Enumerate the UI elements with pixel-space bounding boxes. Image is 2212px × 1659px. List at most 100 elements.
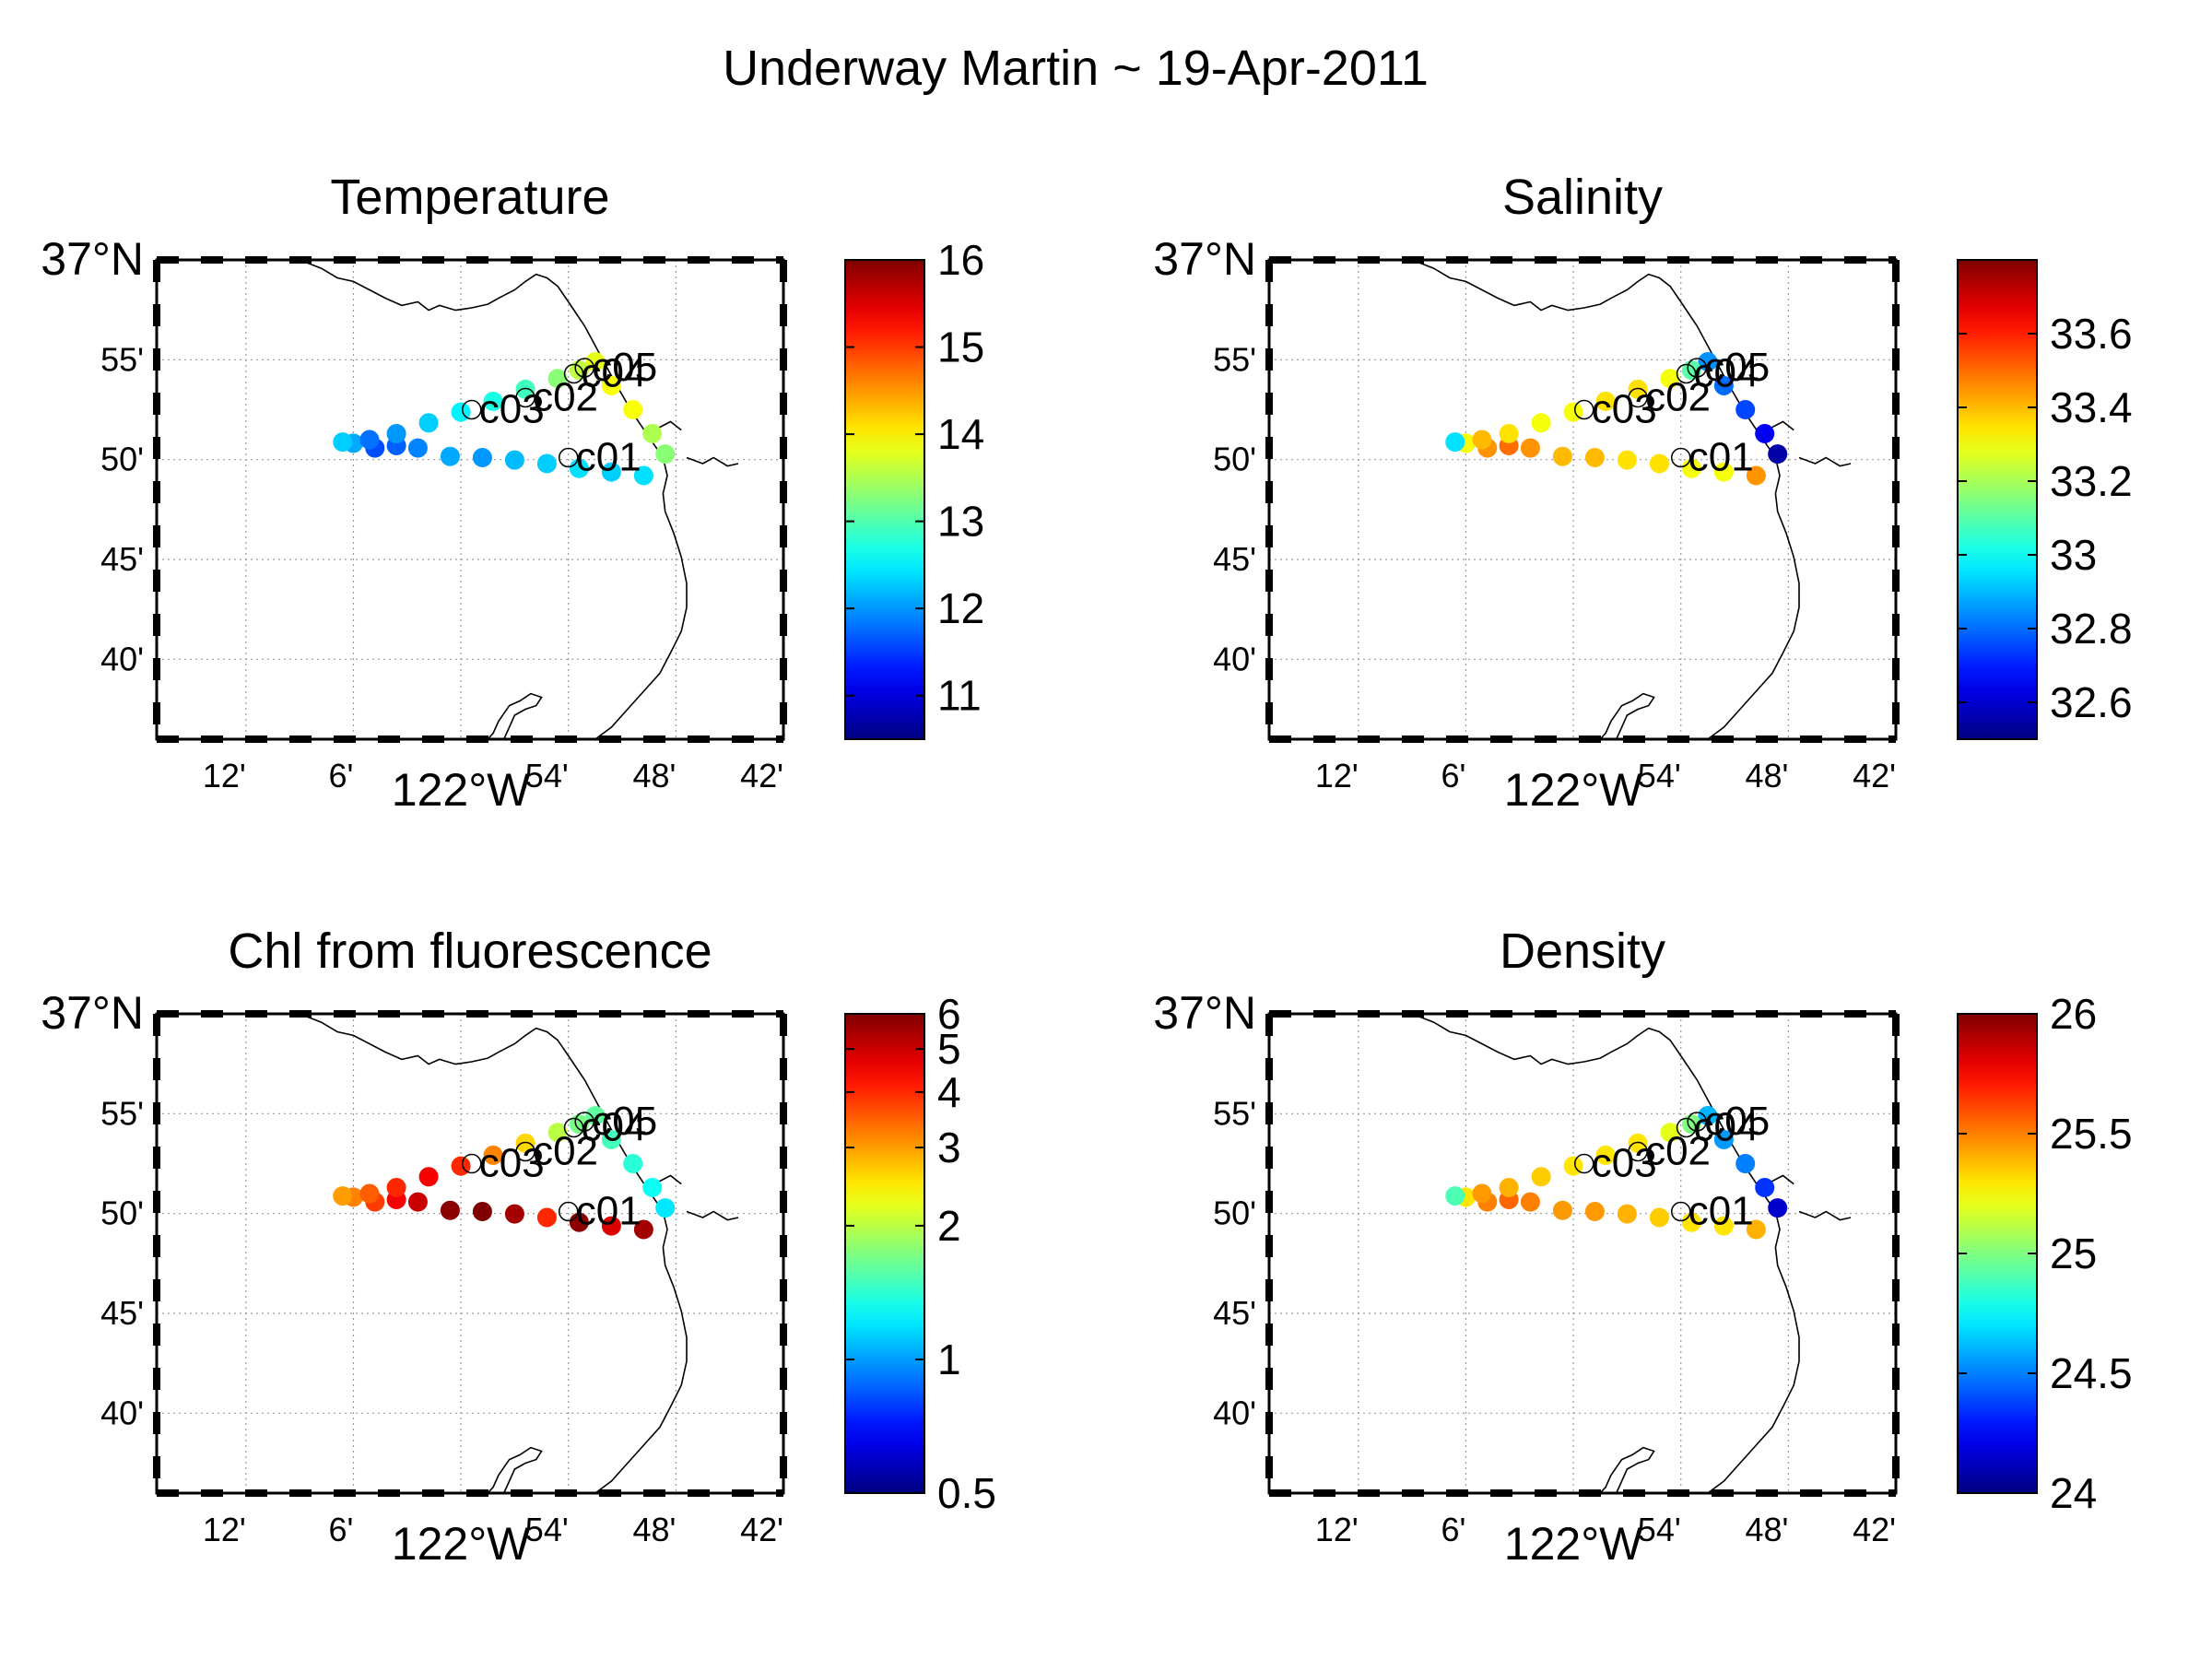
data-point [386, 1178, 406, 1197]
coastline [1599, 692, 1655, 740]
data-point [547, 1123, 568, 1143]
colorbar-tick-label: 11 [937, 672, 982, 720]
plot-area [157, 1014, 783, 1493]
chart-title: Density [1500, 924, 1665, 979]
x-tick-label: 54' [525, 1511, 569, 1548]
colorbar-tick-label: 25.5 [2050, 1110, 2133, 1158]
coastline [1766, 420, 1794, 431]
colorbar-tick-label: 0.5 [937, 1469, 996, 1517]
station-marker [1676, 363, 1697, 384]
x-tick-label: 6' [329, 757, 354, 794]
data-point [1499, 1178, 1519, 1197]
data-point [601, 376, 621, 395]
x-tick-label: 122°W [392, 1518, 531, 1570]
y-tick-label: 45' [1213, 1294, 1256, 1332]
y-tick-label: 40' [100, 640, 144, 677]
data-point [483, 1145, 503, 1165]
y-tick-label: 55' [100, 1094, 144, 1132]
station-label: c05 [1704, 345, 1770, 390]
x-tick-label: 12' [1315, 1511, 1359, 1548]
data-point [333, 432, 353, 453]
coastline [1599, 1446, 1655, 1494]
data-point [601, 1216, 621, 1236]
data-point [515, 1133, 535, 1153]
station-marker [1687, 1112, 1707, 1132]
y-tick-label: 55' [1213, 340, 1256, 378]
colorbar-tick-label: 26 [2050, 990, 2097, 1038]
x-tick-label: 12' [203, 757, 246, 794]
colorbar [1957, 1013, 2038, 1494]
data-point [1617, 1204, 1637, 1224]
colorbar-tick-label: 2 [937, 1202, 961, 1250]
data-point [1472, 429, 1492, 450]
x-tick-label: 6' [1441, 1511, 1466, 1548]
data-point [655, 444, 676, 465]
chart-title: Salinity [1502, 170, 1663, 225]
data-point [407, 438, 428, 458]
y-tick-label: 50' [100, 1194, 144, 1232]
data-point [601, 1130, 621, 1149]
x-tick-label: 48' [1745, 1511, 1788, 1548]
x-tick-label: 122°W [392, 764, 531, 816]
data-point [1660, 369, 1680, 389]
station-marker [1628, 1141, 1648, 1162]
plot-area [1269, 260, 1896, 739]
x-tick-label: 54' [1638, 1511, 1681, 1548]
y-tick-label: 55' [100, 340, 144, 378]
station-label: c03 [479, 387, 545, 432]
data-point [642, 1178, 663, 1197]
data-point [1531, 1167, 1551, 1187]
y-tick-label: 40' [100, 1394, 144, 1431]
data-point [472, 448, 492, 467]
plot-area [1269, 1014, 1896, 1493]
x-tick-label: 6' [1441, 757, 1466, 794]
data-point [504, 450, 524, 470]
station-marker [461, 1153, 482, 1174]
coastline [1798, 456, 1852, 467]
station-label: c05 [592, 1099, 657, 1144]
coastline [299, 259, 688, 740]
data-point [536, 453, 557, 474]
data-point [418, 1167, 439, 1187]
data-point [418, 413, 439, 433]
data-point [655, 1198, 676, 1218]
station-marker [563, 1117, 584, 1138]
station-marker [574, 1112, 594, 1132]
station-label: c01 [1688, 435, 1754, 480]
data-point [1713, 1216, 1734, 1236]
data-point [1499, 424, 1519, 443]
data-point [472, 1202, 492, 1221]
data-point [1520, 438, 1540, 458]
station-marker [1676, 1117, 1697, 1138]
colorbar-tick-label: 24 [2050, 1469, 2097, 1517]
colorbar-tick-label: 3 [937, 1124, 961, 1171]
coastline [1411, 259, 1800, 740]
x-tick-label: 48' [1745, 757, 1788, 794]
data-point [515, 379, 535, 399]
station-marker [558, 1201, 579, 1222]
data-point [1768, 1198, 1788, 1218]
station-marker [515, 387, 535, 408]
y-tick-label: 37°N [41, 987, 144, 1039]
y-tick-label: 40' [1213, 1394, 1256, 1431]
x-tick-label: 12' [203, 1511, 246, 1548]
data-point [547, 369, 568, 389]
station-marker [461, 399, 482, 420]
colorbar-tick-label: 4 [937, 1068, 961, 1116]
plot-area [157, 260, 783, 739]
x-tick-label: 48' [632, 1511, 676, 1548]
y-tick-label: 50' [100, 441, 144, 478]
x-tick-label: 42' [1853, 1511, 1896, 1548]
data-point [1552, 446, 1572, 466]
data-point [585, 1106, 606, 1125]
station-marker [558, 447, 579, 468]
data-point [1735, 400, 1756, 419]
data-point [633, 465, 653, 486]
station-label: c01 [1688, 1189, 1754, 1234]
station-marker [1573, 399, 1594, 420]
coastline [653, 1174, 682, 1185]
station-marker [574, 358, 594, 378]
